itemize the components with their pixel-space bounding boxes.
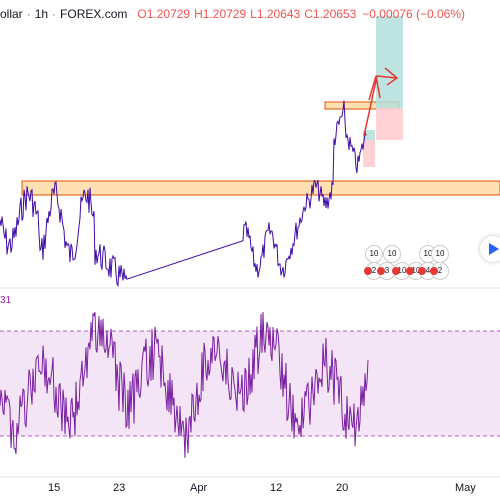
event-badge-label: 10 (423, 249, 433, 258)
event-badge-label: 10 (369, 249, 379, 258)
stop-box[interactable] (376, 108, 403, 140)
projection-arrow-head-right (384, 67, 399, 86)
x-axis: 15 23 Apr 12 20 May (0, 478, 500, 500)
flag-icon (377, 267, 385, 275)
support-zone[interactable] (21, 180, 500, 196)
projection-arrow[interactable] (363, 75, 397, 137)
play-icon (489, 243, 499, 255)
event-badge-label: 10 (411, 266, 421, 275)
event-badge-label: 10 (387, 249, 397, 258)
x-tick-label: 23 (113, 482, 126, 494)
flag-icon (364, 267, 372, 275)
replay-play-button[interactable] (480, 236, 500, 262)
flag-icon (418, 267, 426, 275)
event-badge[interactable]: 10 (383, 245, 401, 263)
open-value: O1.20729 (137, 7, 191, 21)
flag-icon (392, 267, 400, 275)
event-badge[interactable]: 10 (392, 262, 411, 280)
x-tick-label: 12 (270, 482, 283, 494)
change-value: −0.00076 (−0.06%) (362, 7, 466, 21)
x-tick-label: 20 (336, 482, 349, 494)
event-badge-label: 10 (397, 266, 407, 275)
symbol-label: ollar (0, 7, 23, 21)
event-badge[interactable]: 10 (431, 245, 449, 263)
chart-legend[interactable]: ollar · 1h · FOREX.com O1.20729 H1.20729… (0, 4, 465, 24)
low-value: L1.20643 (250, 7, 301, 21)
event-badge[interactable]: 2 (430, 262, 449, 280)
x-tick-label: May (455, 482, 476, 494)
interval-label: 1h (34, 7, 49, 21)
high-value: H1.20729 (194, 7, 247, 21)
close-value: C1.20653 (304, 7, 357, 21)
price-series (0, 100, 367, 288)
rsi-series (0, 311, 369, 458)
price-pane[interactable] (0, 16, 500, 478)
legend-separator: · (52, 7, 57, 21)
target-box[interactable] (376, 16, 403, 108)
flag-icon (430, 267, 438, 275)
event-badge-label: 3 (384, 266, 390, 275)
flag-icon (406, 267, 414, 275)
rsi-legend: 31 (0, 295, 12, 306)
x-tick-label: 15 (48, 482, 61, 494)
event-badge[interactable]: 10 (365, 245, 383, 263)
stop-box-small[interactable] (363, 140, 375, 167)
event-badge-label: 2 (437, 266, 443, 275)
legend-separator: · (26, 7, 31, 21)
x-tick-label: Apr (190, 482, 208, 494)
event-badge-label: 4 (425, 266, 431, 275)
event-badge-label: 2 (371, 266, 377, 275)
projection-arrow-head-left (368, 75, 381, 101)
rsi-pane[interactable] (0, 311, 500, 458)
target-box-small[interactable] (363, 130, 375, 140)
source-label: FOREX.com (60, 7, 128, 21)
event-badge-label: 10 (435, 249, 445, 258)
